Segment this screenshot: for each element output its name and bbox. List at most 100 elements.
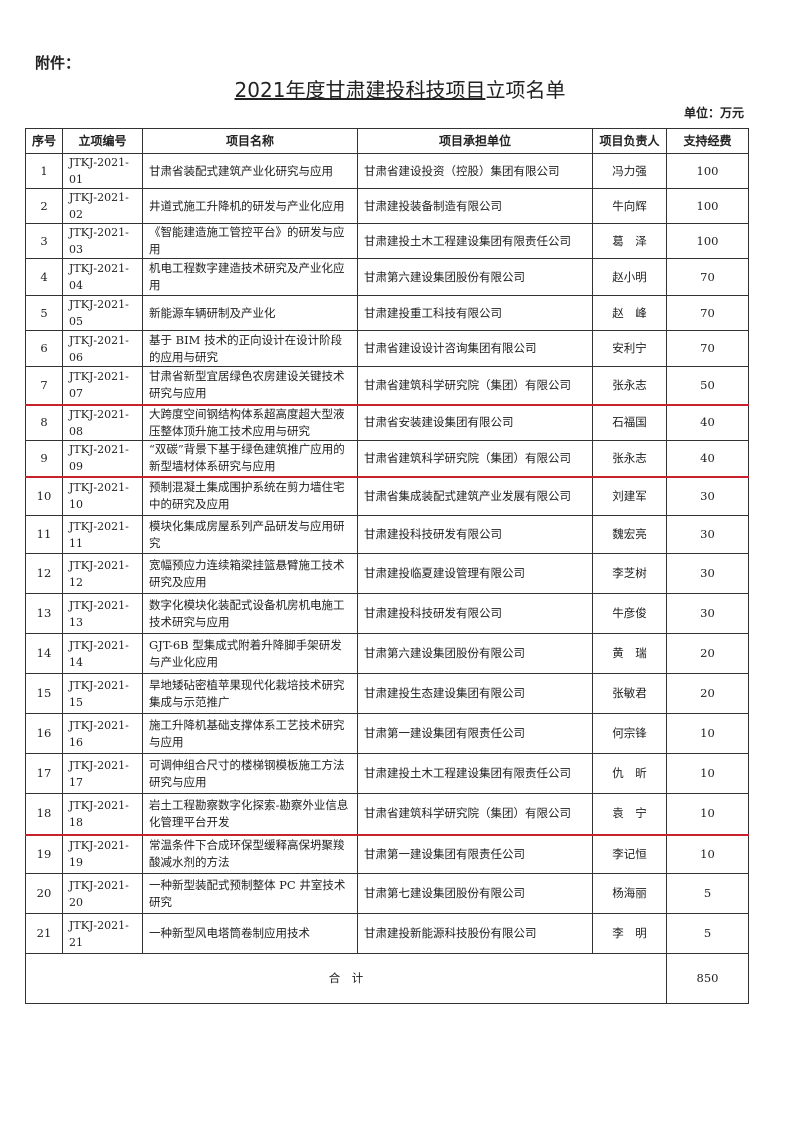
row-no: 17: [25, 753, 63, 794]
row-leader: 仇 昕: [592, 753, 667, 794]
row-fund: 100: [666, 153, 749, 189]
row-code: JTKJ-2021-18: [62, 793, 143, 836]
row-name: 可调伸组合尺寸的楼梯钢模板施工方法研究与应用: [142, 753, 358, 794]
table-row: 2 JTKJ-2021-02 井道式施工升降机的研发与产业化应用 甘肃建投装备制造有限…: [25, 188, 749, 224]
table-row: 7 JTKJ-2021-07 甘肃省新型宜居绿色农房建设关键技术研究与应用 甘肃省建筑…: [25, 366, 749, 406]
row-code: JTKJ-2021-17: [62, 753, 143, 794]
row-name: 甘肃省装配式建筑产业化研究与应用: [142, 153, 358, 189]
row-unit: 甘肃建投土木工程建设集团有限责任公司: [357, 753, 593, 794]
row-code: JTKJ-2021-09: [62, 440, 143, 478]
table-row: 6 JTKJ-2021-06 基于 BIM 技术的正向设计在设计阶段的应用与研究 甘肃…: [25, 330, 749, 367]
header-leader: 项目负责人: [592, 128, 667, 154]
row-fund: 30: [666, 476, 749, 516]
total-row: 合 计 850: [25, 953, 749, 1004]
table-row: 19 JTKJ-2021-19 常温条件下合成环保型缓释高保坍聚羧酸减水剂的方法 甘肃…: [25, 834, 749, 874]
row-no: 18: [25, 793, 63, 836]
row-name: 一种新型风电塔筒卷制应用技术: [142, 913, 358, 954]
table-row: 16 JTKJ-2021-16 施工升降机基础支撑体系工艺技术研究与应用 甘肃第一建设…: [25, 713, 749, 754]
row-code: JTKJ-2021-21: [62, 913, 143, 954]
row-code: JTKJ-2021-07: [62, 366, 143, 406]
total-fund: 850: [666, 953, 749, 1004]
row-name: 施工升降机基础支撑体系工艺技术研究与应用: [142, 713, 358, 754]
row-unit: 甘肃建投科技研发有限公司: [357, 593, 593, 634]
table-row: 18 JTKJ-2021-18 岩土工程勘察数字化探索-勘察外业信息化管理平台开发甘…: [25, 793, 749, 836]
attachment-label: 附件：: [35, 54, 81, 72]
row-fund: 100: [666, 223, 749, 259]
row-name: 岩土工程勘察数字化探索-勘察外业信息化管理平台开发: [142, 793, 358, 836]
row-unit: 甘肃省建筑科学研究院（集团）有限公司: [357, 793, 593, 836]
table-row: 1 JTKJ-2021-01 甘肃省装配式建筑产业化研究与应用 甘肃省建设投资（控股）…: [25, 153, 749, 189]
row-name: 甘肃省新型宜居绿色农房建设关键技术研究与应用: [142, 366, 358, 406]
row-code: JTKJ-2021-04: [62, 258, 143, 296]
row-leader: 安利宁: [592, 330, 667, 367]
project-table: 序号 立项编号 项目名称 项目承担单位 项目负责人 支持经费 1 JTKJ-202…: [25, 128, 749, 1004]
row-fund: 40: [666, 440, 749, 478]
row-fund: 30: [666, 515, 749, 554]
row-no: 21: [25, 913, 63, 954]
row-leader: 张永志: [592, 440, 667, 478]
row-leader: 杨海丽: [592, 873, 667, 914]
row-leader: 牛向辉: [592, 188, 667, 224]
row-fund: 20: [666, 673, 749, 714]
header-fund: 支持经费: [666, 128, 749, 154]
header-unit: 项目承担单位: [357, 128, 593, 154]
row-name: 大跨度空间钢结构体系超高度超大型液压整体顶升施工技术应用与研究: [142, 404, 358, 441]
table-row: 11 JTKJ-2021-11 模块化集成房屋系列产品研发与应用研究 甘肃建投科技研发…: [25, 515, 749, 554]
row-fund: 70: [666, 330, 749, 367]
row-unit: 甘肃建投装备制造有限公司: [357, 188, 593, 224]
row-unit: 甘肃第六建设集团股份有限公司: [357, 633, 593, 674]
table-row: 3 JTKJ-2021-03 《智能建造施工管控平台》的研发与应用 甘肃建投土木工程建…: [25, 223, 749, 259]
header-name: 项目名称: [142, 128, 358, 154]
row-no: 4: [25, 258, 63, 296]
table-row: 9 JTKJ-2021-09 “双碳”背景下基于绿色建筑推广应用的新型墙材体系研究与…: [25, 440, 749, 478]
row-leader: 赵小明: [592, 258, 667, 296]
row-name: 机电工程数字建造技术研究及产业化应用: [142, 258, 358, 296]
table-row: 4 JTKJ-2021-04 机电工程数字建造技术研究及产业化应用 甘肃第六建设集团股…: [25, 258, 749, 296]
row-leader: 李 明: [592, 913, 667, 954]
row-fund: 70: [666, 295, 749, 331]
row-no: 1: [25, 153, 63, 189]
row-unit: 甘肃省建设设计咨询集团有限公司: [357, 330, 593, 367]
row-leader: 张敏君: [592, 673, 667, 714]
row-fund: 40: [666, 404, 749, 441]
table-row: 13 JTKJ-2021-13 数字化模块化装配式设备机房机电施工技术研究与应用 甘肃…: [25, 593, 749, 634]
row-fund: 10: [666, 713, 749, 754]
row-fund: 50: [666, 366, 749, 406]
row-no: 9: [25, 440, 63, 478]
row-no: 16: [25, 713, 63, 754]
row-no: 11: [25, 515, 63, 554]
row-unit: 甘肃省集成装配式建筑产业发展有限公司: [357, 476, 593, 516]
row-code: JTKJ-2021-11: [62, 515, 143, 554]
row-leader: 刘建军: [592, 476, 667, 516]
row-unit: 甘肃省建设投资（控股）集团有限公司: [357, 153, 593, 189]
row-code: JTKJ-2021-19: [62, 834, 143, 874]
row-leader: 黄 瑞: [592, 633, 667, 674]
table-row: 14 JTKJ-2021-14 GJT-6B 型集成式附着升降脚手架研发与产业化应用…: [25, 633, 749, 674]
row-name: 井道式施工升降机的研发与产业化应用: [142, 188, 358, 224]
row-code: JTKJ-2021-16: [62, 713, 143, 754]
row-no: 6: [25, 330, 63, 367]
row-leader: 石福国: [592, 404, 667, 441]
total-label: 合 计: [25, 953, 667, 1004]
row-leader: 冯力强: [592, 153, 667, 189]
row-no: 13: [25, 593, 63, 634]
row-fund: 70: [666, 258, 749, 296]
row-code: JTKJ-2021-03: [62, 223, 143, 259]
row-name: 基于 BIM 技术的正向设计在设计阶段的应用与研究: [142, 330, 358, 367]
row-leader: 李记恒: [592, 834, 667, 874]
row-unit: 甘肃第一建设集团有限责任公司: [357, 834, 593, 874]
row-name: 数字化模块化装配式设备机房机电施工技术研究与应用: [142, 593, 358, 634]
row-fund: 5: [666, 873, 749, 914]
row-unit: 甘肃建投重工科技有限公司: [357, 295, 593, 331]
row-unit: 甘肃省建筑科学研究院（集团）有限公司: [357, 366, 593, 406]
table-row: 21 JTKJ-2021-21 一种新型风电塔筒卷制应用技术 甘肃建投新能源科技股份有…: [25, 913, 749, 954]
row-name: 旱地矮砧密植苹果现代化栽培技术研究集成与示范推广: [142, 673, 358, 714]
row-unit: 甘肃建投新能源科技股份有限公司: [357, 913, 593, 954]
row-no: 14: [25, 633, 63, 674]
row-fund: 30: [666, 593, 749, 634]
row-fund: 10: [666, 793, 749, 836]
row-name: 预制混凝土集成围护系统在剪力墙住宅中的研究及应用: [142, 476, 358, 516]
row-name: 模块化集成房屋系列产品研发与应用研究: [142, 515, 358, 554]
row-code: JTKJ-2021-06: [62, 330, 143, 367]
